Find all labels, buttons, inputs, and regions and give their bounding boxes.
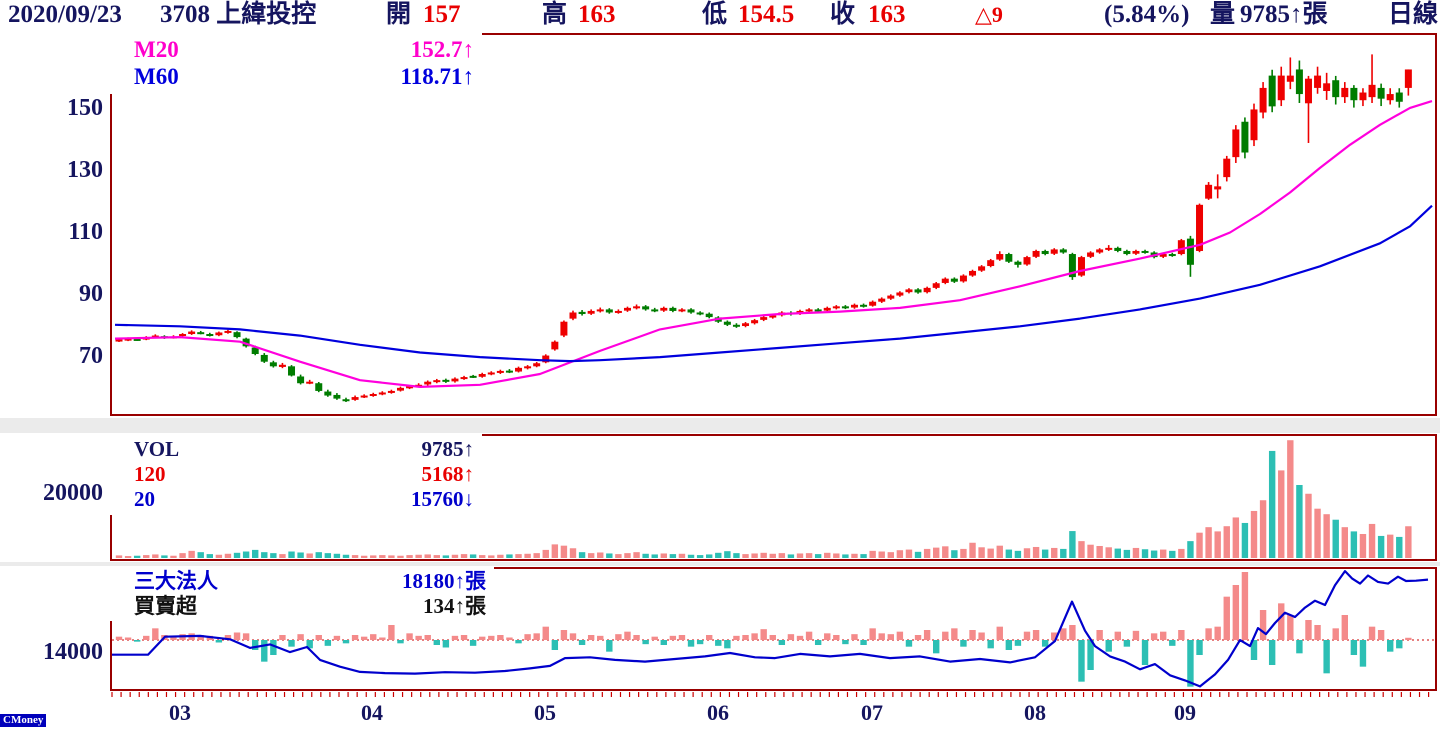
x-axis-label: 03 [169,700,191,725]
netbuy-label: 買賣超 [134,594,197,618]
x-axis-ruler [111,692,1430,697]
change-value: △9 [975,2,1003,27]
vol-ma20-label: 20 [134,487,155,511]
low-value: 154.5 [738,1,795,28]
period-label: 日線 [1388,1,1439,28]
cumulative-line [112,569,1429,688]
institutional-chart-panel[interactable] [110,567,1437,691]
volume-axis-label: 20000 [43,480,103,506]
vol-ma120-label: 120 [134,462,166,486]
panel-gap [0,562,1440,566]
x-axis-label: 08 [1024,700,1046,725]
close-label: 收 [830,1,856,28]
ma-legend: M20 152.7↑ M60 118.71↑ [110,33,482,94]
x-axis-label: 04 [361,700,383,725]
x-axis-label: 09 [1174,700,1196,725]
ma20-value: 152.7↑ [410,37,474,62]
ma60-line [114,204,1433,363]
inst-axis-label: 14000 [43,639,103,665]
netbuy-value: 134↑張 [423,594,486,618]
candles [115,54,1412,403]
open-value: 157 [423,1,461,28]
price-axis-label: 150 [67,95,103,121]
x-axis-label: 07 [861,700,883,725]
x-axis-label: 06 [707,700,729,725]
volume-value: 9785↑張 [1240,1,1328,28]
price-axis-label: 70 [79,343,103,369]
ma60-value: 118.71↑ [400,64,474,89]
inst-value: 18180↑張 [402,569,486,593]
cmoney-logo[interactable]: CMoney [0,714,47,727]
price-axis-label: 90 [79,281,103,307]
panel-gap [0,418,1440,433]
ma60-label: M60 [134,64,179,89]
header-stock-name: 3708 上緯投控 [160,1,317,28]
volume-label: 量 [1210,1,1236,28]
vol-ma120-value: 5168↑ [421,462,475,486]
institutional-legend: 三大法人 18180↑張 買賣超 134↑張 [110,567,494,621]
close-value: 163 [868,1,906,28]
ma20-line [114,100,1433,388]
net-buy-bars [115,572,1412,687]
vol-value: 9785↑ [421,437,475,461]
inst-label: 三大法人 [134,569,218,593]
volume-legend: VOL 9785↑ 120 5168↑ 20 15760↓ [110,434,482,515]
institutional-chart[interactable] [112,569,1435,689]
ruler-ticks [111,692,1430,697]
volume-chart[interactable] [112,436,1435,559]
volume-bars [115,440,1412,558]
candlestick-chart[interactable] [112,35,1435,414]
price-chart-panel[interactable] [110,33,1437,416]
price-axis-label: 130 [67,157,103,183]
change-percent: (5.84%) [1104,1,1190,28]
ma20-label: M20 [134,37,179,62]
open-label: 開 [386,1,412,28]
x-axis-label: 05 [534,700,556,725]
vol-ma20-value: 15760↓ [411,487,474,511]
high-label: 高 [542,1,568,28]
low-label: 低 [702,1,728,28]
vol-label: VOL [134,437,180,461]
header-date: 2020/09/23 [8,1,122,28]
high-value: 163 [578,1,616,28]
price-axis-label: 110 [68,219,103,245]
